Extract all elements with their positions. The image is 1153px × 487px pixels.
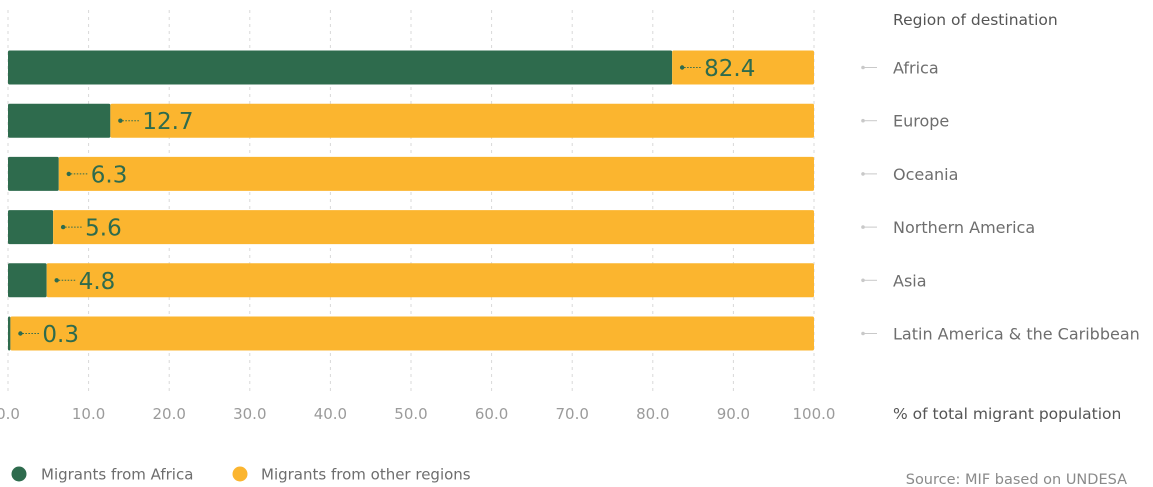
region-label: Oceania [893,165,958,184]
bar-other-regions [53,210,815,245]
bar-other-regions [10,316,814,351]
value-marker-dot [18,331,23,336]
x-tick-label: 70.0 [555,405,588,423]
bar-africa [8,103,111,138]
x-tick-label: 10.0 [72,405,105,423]
legend-label-africa: Migrants from Africa [41,466,193,484]
x-tick-label: 0.0 [0,405,20,423]
value-label: 0.3 [42,322,79,348]
x-tick-label: 60.0 [475,405,508,423]
region-label: Latin America & the Caribbean [893,325,1140,344]
bar-africa [8,210,54,245]
region-label: Asia [893,271,927,290]
value-marker-dot [679,65,685,70]
legend: Migrants from Africa Migrants from other… [11,466,471,484]
x-tick-label: 30.0 [233,405,266,423]
bar-africa [8,263,47,298]
value-label: 12.7 [142,109,193,135]
value-marker-dot [118,118,123,123]
x-tick-label: 90.0 [717,405,750,423]
value-marker-dot [54,278,59,283]
region-label: Northern America [893,218,1035,237]
bar-other-regions [58,156,814,191]
legend-swatch-africa [11,466,27,482]
bar-africa [8,50,673,85]
source-note: Source: MIF based on UNDESA [906,472,1127,487]
bar-other-regions [110,103,814,138]
value-label: 4.8 [79,269,116,295]
bar-africa [8,316,11,351]
x-axis-ticks: 0.0 10.0 20.0 30.0 40.0 50.0 60.0 70.0 80.0 90.0 1… [0,405,835,423]
legend-swatch-other [232,466,248,482]
bar-africa [8,156,59,191]
bars: 82.4 12.7 6.3 5.6 4.8 0.3 [8,50,815,351]
value-label: 5.6 [85,216,122,242]
value-marker-dot [66,171,71,177]
x-tick-label: 20.0 [152,405,185,423]
x-tick-label: 80.0 [636,405,669,423]
bar-other-regions [672,50,814,85]
region-label: Africa [893,59,939,78]
x-tick-label: 50.0 [394,405,427,423]
value-label: 6.3 [91,162,128,188]
value-label: 82.4 [704,56,755,82]
value-marker-dot [60,224,66,230]
region-labels: Africa Europe Oceania Northern America Asia L… [861,59,1140,344]
value-axis-title: % of total migrant population [893,405,1121,423]
bar-other-regions [46,263,815,298]
region-label: Europe [893,112,949,131]
category-axis-title: Region of destination [893,11,1058,29]
legend-label-other: Migrants from other regions [261,466,471,484]
x-tick-label: 100.0 [793,405,836,423]
x-tick-label: 40.0 [314,405,347,423]
